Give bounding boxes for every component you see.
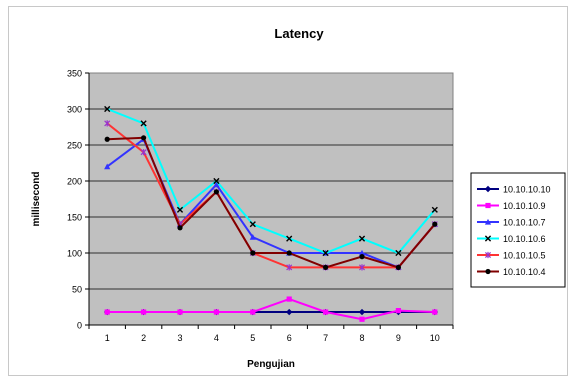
- data-point: [286, 296, 292, 302]
- data-point: [104, 309, 110, 315]
- x-tick-label: 10: [430, 333, 440, 343]
- data-point: [323, 264, 329, 270]
- series-line: [106, 122, 436, 269]
- y-axis-label: millisecond: [31, 171, 42, 226]
- latency-chart: Latency 0 50 100 150 200 250 300 350 1 2 3 4 5 6 7 8 9 10…: [31, 26, 566, 370]
- y-tick-label: 350: [67, 69, 82, 79]
- series-lines: [104, 105, 438, 322]
- data-point: [286, 250, 292, 256]
- series-line: [107, 136, 436, 269]
- data-point: [141, 309, 147, 315]
- data-point: [249, 221, 256, 228]
- data-point: [359, 316, 365, 322]
- data-point: [323, 309, 329, 315]
- data-point: [358, 308, 366, 316]
- legend-label: 10.10.10.10: [503, 185, 551, 195]
- y-tick-label: 50: [72, 285, 82, 295]
- legend-label: 10.10.10.9: [503, 201, 546, 211]
- series-10-10-10-6: [104, 105, 438, 257]
- chart-frame: Latency 0 50 100 150 200 250 300 350 1 2 3 4 5 6 7 8 9 10…: [8, 6, 568, 376]
- legend: 10.10.10.10 10.10.10.9 10.10.10.7 10.10.10.…: [477, 185, 551, 277]
- x-tick-label: 6: [287, 333, 292, 343]
- y-tick-label: 250: [67, 141, 82, 151]
- data-point: [485, 202, 491, 209]
- chart-title: Latency: [274, 26, 324, 41]
- data-point: [484, 218, 492, 225]
- series-10-10-10-9: [104, 296, 438, 322]
- gridlines: [89, 108, 453, 290]
- data-point: [484, 235, 492, 242]
- y-tick-label: 100: [67, 249, 82, 259]
- data-point: [249, 234, 256, 240]
- series-line: [107, 298, 435, 321]
- data-point: [484, 251, 492, 259]
- data-point: [431, 206, 438, 213]
- data-point: [286, 235, 293, 242]
- data-point: [358, 235, 366, 242]
- y-tick-label: 300: [67, 105, 82, 115]
- legend-item: 10.10.10.7: [477, 218, 546, 228]
- x-tick-label: 8: [359, 333, 364, 343]
- x-tick-label: 2: [141, 333, 146, 343]
- data-point: [484, 185, 492, 193]
- data-point: [395, 264, 401, 270]
- data-point: [140, 120, 147, 127]
- data-point: [104, 105, 111, 113]
- data-point: [358, 249, 366, 256]
- data-point: [177, 309, 183, 315]
- y-tick-label: 150: [67, 213, 82, 223]
- data-point: [432, 309, 438, 315]
- legend-item: 10.10.10.4: [477, 267, 546, 277]
- data-point: [141, 135, 147, 141]
- data-point: [286, 264, 293, 271]
- data-point: [432, 221, 438, 227]
- data-point: [213, 177, 220, 185]
- x-tick-label: 1: [105, 333, 110, 343]
- series-10-10-10-5: [104, 120, 438, 271]
- legend-label: 10.10.10.7: [503, 218, 546, 228]
- data-point: [104, 120, 111, 127]
- data-point: [213, 181, 220, 188]
- data-point: [395, 249, 402, 257]
- legend-item: 10.10.10.6: [477, 234, 546, 244]
- x-tick-label: 3: [177, 333, 182, 343]
- legend-label: 10.10.10.4: [503, 267, 546, 277]
- data-point: [358, 264, 366, 271]
- axes: 0 50 100 150 200 250 300 350 1 2 3 4 5 6 7 8 9 10: [67, 69, 454, 343]
- x-tick-label: 7: [323, 333, 328, 343]
- plot-area: [88, 72, 454, 326]
- legend-label: 10.10.10.6: [503, 234, 546, 244]
- data-point: [395, 308, 401, 314]
- data-point: [176, 206, 184, 213]
- data-point: [104, 163, 111, 170]
- legend-label: 10.10.10.5: [503, 251, 546, 261]
- series-line: [106, 108, 436, 255]
- data-point: [104, 136, 110, 142]
- series-10-10-10-4: [104, 135, 438, 270]
- data-point: [250, 309, 256, 315]
- x-axis-label: Pengujian: [247, 359, 295, 370]
- data-point: [213, 189, 219, 195]
- y-tick-label: 0: [77, 321, 82, 331]
- data-point: [286, 308, 293, 316]
- x-tick-label: 4: [214, 333, 219, 343]
- data-point: [177, 225, 183, 231]
- data-point: [485, 268, 491, 275]
- legend-box: [470, 172, 566, 288]
- data-point: [250, 250, 256, 256]
- data-point: [140, 149, 147, 156]
- x-tick-label: 9: [396, 333, 401, 343]
- x-tick-label: 5: [250, 333, 255, 343]
- legend-item: 10.10.10.9: [477, 201, 546, 211]
- data-point: [322, 249, 329, 257]
- data-point: [359, 254, 365, 260]
- data-point: [213, 309, 219, 315]
- legend-item: 10.10.10.5: [477, 251, 546, 261]
- legend-item: 10.10.10.10: [477, 185, 551, 195]
- y-tick-label: 200: [67, 177, 82, 187]
